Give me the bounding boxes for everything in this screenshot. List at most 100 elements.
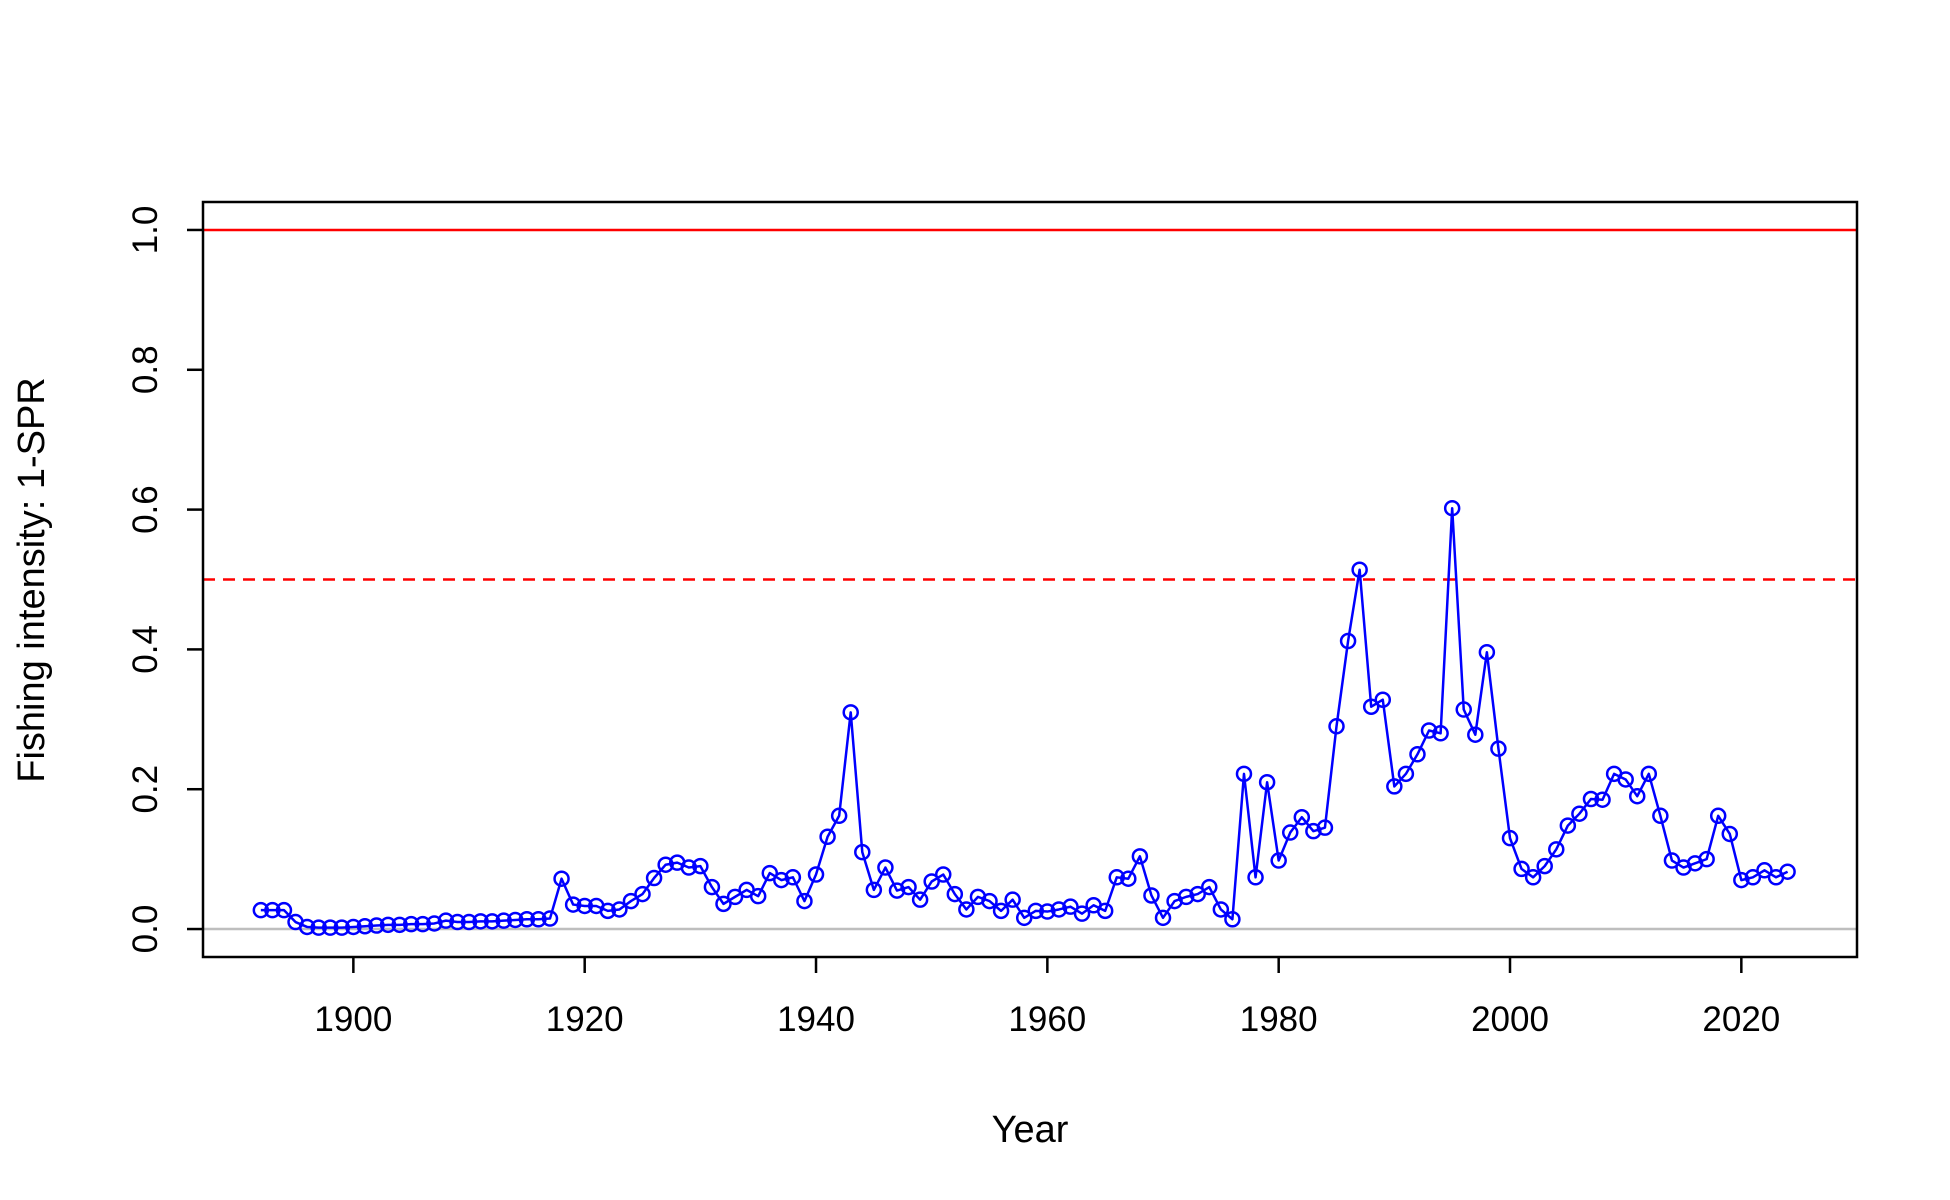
data-point-1917: [541, 910, 559, 927]
x-axis: 1900 1920 1940 1960 1980 2000 2020: [314, 957, 1780, 1039]
data-point-1977: [1235, 765, 1253, 783]
data-point-1975: [1212, 901, 1230, 918]
data-point-1956: [992, 902, 1010, 920]
data-point-1990: [1386, 778, 1403, 795]
data-point-1942: [830, 807, 848, 825]
data-point-1896: [298, 918, 316, 936]
data-point-1959: [1027, 902, 1045, 920]
data-point-2011: [1628, 787, 1646, 805]
y-tick-label-3: 0.6: [126, 485, 165, 534]
data-point-1908: [437, 912, 455, 929]
data-point-1970: [1154, 909, 1172, 927]
data-point-1947: [888, 882, 906, 899]
data-point-1904: [391, 916, 408, 934]
data-point-1976: [1224, 911, 1241, 928]
data-point-1994: [1432, 725, 1449, 742]
x-tick-label-2020: 2020: [1702, 1000, 1780, 1039]
data-point-1933: [726, 888, 744, 906]
plot-frame: [201, 200, 1859, 959]
data-point-2003: [1536, 857, 1553, 875]
data-point-1946: [877, 859, 894, 876]
data-point-1995: [1443, 499, 1461, 517]
data-point-2019: [1721, 825, 1739, 843]
data-point-1981: [1281, 824, 1299, 841]
data-point-1996: [1455, 701, 1472, 718]
data-point-1911: [472, 913, 489, 930]
y-tick-label-4: 0.8: [126, 345, 165, 394]
data-point-1974: [1201, 878, 1218, 896]
data-point-1967: [1120, 870, 1137, 887]
data-point-1893: [264, 901, 281, 919]
data-point-1969: [1143, 887, 1160, 904]
data-series: [252, 499, 1796, 936]
data-point-1897: [310, 919, 327, 936]
y-tick-label-1: 0.2: [126, 765, 165, 814]
data-point-1992: [1409, 746, 1426, 763]
data-point-2000: [1501, 829, 1519, 847]
data-point-1948: [900, 878, 917, 896]
data-point-1972: [1177, 888, 1195, 906]
data-point-1980: [1270, 852, 1287, 869]
data-point-1913: [495, 912, 512, 929]
data-point-1907: [426, 915, 443, 932]
data-point-2008: [1594, 791, 1611, 808]
data-point-1899: [333, 919, 351, 936]
data-point-2013: [1652, 807, 1669, 825]
data-point-2018: [1709, 807, 1727, 825]
data-point-2001: [1513, 860, 1530, 878]
data-point-1923: [611, 901, 628, 918]
data-point-1984: [1316, 819, 1334, 836]
data-point-1978: [1247, 869, 1264, 886]
data-point-1961: [1050, 901, 1068, 918]
data-point-1952: [946, 885, 964, 903]
data-point-1937: [773, 871, 790, 889]
data-point-2006: [1571, 805, 1588, 822]
data-point-1892: [252, 901, 270, 919]
y-tick-label-5: 1.0: [126, 206, 165, 255]
reference-lines: [203, 228, 1857, 931]
data-point-1919: [564, 896, 582, 913]
data-point-2004: [1548, 841, 1565, 858]
data-point-1926: [645, 869, 663, 887]
data-point-1924: [622, 892, 640, 910]
data-point-1915: [518, 911, 536, 928]
data-point-1987: [1351, 561, 1368, 578]
data-point-1957: [1004, 891, 1021, 908]
data-point-1958: [1015, 909, 1033, 927]
series-line: [260, 506, 1789, 929]
data-point-1920: [576, 897, 593, 915]
x-tick-label-1980: 1980: [1240, 1000, 1318, 1039]
data-point-1966: [1108, 869, 1125, 886]
x-tick-label-2000: 2000: [1471, 1000, 1549, 1039]
data-point-1940: [807, 866, 825, 883]
data-point-1902: [368, 917, 385, 934]
data-point-1988: [1362, 698, 1380, 715]
data-point-2014: [1663, 852, 1681, 869]
data-point-1939: [796, 892, 813, 910]
data-point-1985: [1328, 718, 1345, 735]
data-point-1932: [715, 895, 732, 913]
y-axis: 0.0 0.2 0.4 0.6 0.8 1.0: [126, 206, 203, 954]
data-point-1903: [379, 916, 397, 934]
data-point-1927: [657, 856, 674, 873]
data-point-1968: [1131, 848, 1149, 865]
data-point-2002: [1524, 869, 1542, 886]
data-point-2017: [1698, 850, 1715, 868]
data-point-1909: [449, 913, 466, 931]
y-tick-label-0: 0.0: [126, 905, 165, 954]
data-point-2012: [1640, 765, 1658, 783]
data-point-1944: [854, 843, 871, 861]
data-point-1993: [1420, 722, 1438, 739]
data-point-1918: [553, 870, 570, 887]
y-tick-label-2: 0.4: [126, 625, 165, 674]
x-tick-label-1940: 1940: [777, 1000, 855, 1039]
data-point-1925: [634, 885, 651, 903]
data-point-1905: [402, 915, 420, 933]
data-point-1955: [981, 892, 998, 910]
x-tick-label-1920: 1920: [546, 1000, 624, 1039]
data-point-1935: [749, 887, 767, 905]
data-point-1900: [345, 918, 362, 936]
data-point-1960: [1039, 903, 1056, 920]
data-point-1901: [356, 917, 374, 935]
